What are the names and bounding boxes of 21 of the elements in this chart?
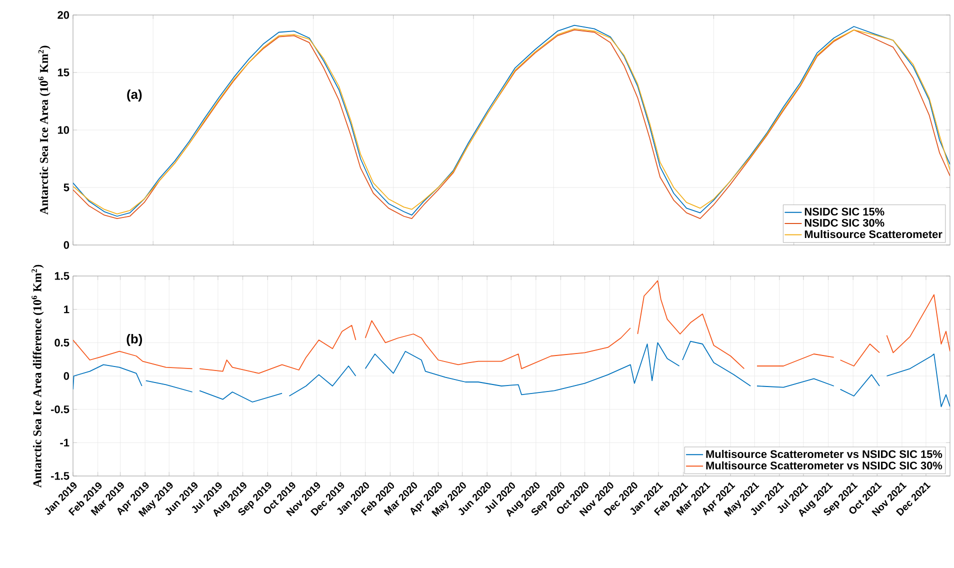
- y-tick-label: -1: [60, 438, 70, 446]
- legend-label: Multisource Scatterometer: [804, 230, 942, 238]
- y-tick-label: 10: [58, 126, 70, 134]
- y-tick-label: 1: [64, 306, 70, 314]
- y-tick-label: -1.5: [51, 472, 70, 480]
- y-tick-label: 0.5: [54, 338, 70, 347]
- annotation: (a): [127, 89, 142, 102]
- annotation: (b): [126, 334, 142, 346]
- y-tick-label: -0.5: [51, 405, 70, 414]
- y-tick-label: 0: [64, 372, 70, 380]
- y-tick-label: 1.5: [54, 272, 70, 280]
- y-tick-label: 5: [64, 184, 70, 192]
- y-tick-label: 20: [58, 11, 70, 19]
- legend-label: Multisource Scatterometer vs NSIDC SIC 15%: [706, 450, 942, 458]
- legend-label: NSIDC SIC 15%: [804, 208, 884, 216]
- legend-label: Multisource Scatterometer vs NSIDC SIC 30%: [706, 461, 942, 470]
- y-tick-label: 15: [58, 68, 70, 76]
- y-tick-label: 0: [64, 241, 70, 249]
- legend-label: NSIDC SIC 30%: [804, 218, 884, 227]
- y-axis-title: Antarctic Sea Ice Area difference (10$^{6}$ Km$^{2}$): [32, 264, 44, 488]
- y-axis-title: Antarctic Sea Ice Area (10$^{6}$ Km$^{2}$): [38, 46, 50, 215]
